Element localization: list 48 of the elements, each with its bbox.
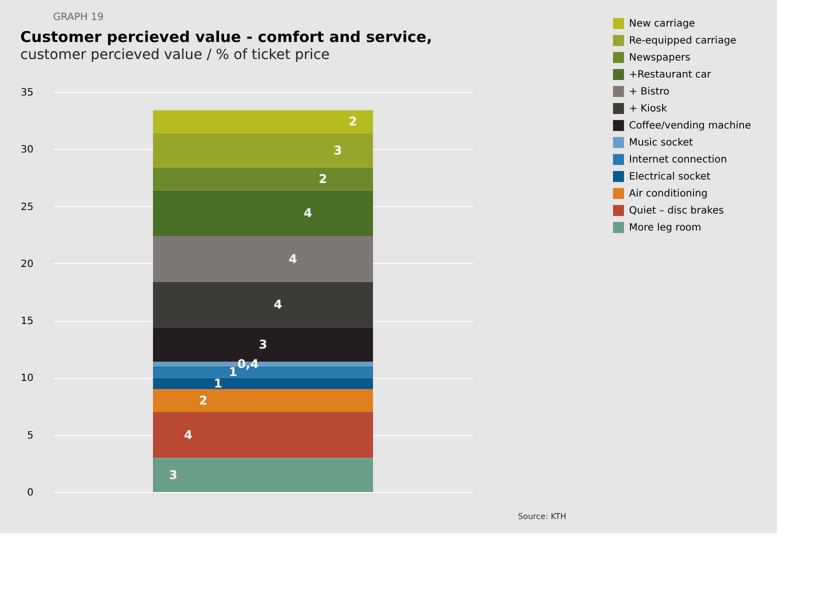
bar (153, 458, 373, 492)
bar (153, 389, 373, 412)
data-label: 4 (288, 252, 298, 266)
data-label: 1 (214, 376, 222, 390)
y-tick-label: 20 (20, 258, 34, 270)
chart-subtitle: customer percieved value / % of ticket price (20, 47, 330, 63)
data-label: 3 (334, 143, 342, 158)
y-tick-label: 15 (20, 316, 34, 328)
legend-label: Quiet – disc brakes (629, 206, 724, 216)
bar (153, 236, 373, 282)
data-label: 2 (198, 394, 208, 408)
bar (153, 110, 373, 134)
data-label: 1 (228, 365, 238, 379)
legend-label: Internet connection (629, 154, 727, 166)
data-label: 3 (258, 338, 268, 352)
caption: GRAPH 19 (53, 12, 104, 23)
legend-label: + Bistro (629, 86, 670, 98)
bar (153, 282, 373, 328)
y-tick-label: 10 (20, 373, 34, 384)
data-label: 3 (169, 468, 178, 482)
source-note: Source: KTH (518, 512, 566, 521)
data-label: 0,4 (237, 357, 259, 371)
bar (153, 190, 373, 236)
chart-title: Customer percieved value - comfort and service, (20, 28, 432, 46)
legend-label: Re-equipped carriage (629, 36, 736, 46)
data-label: 4 (304, 206, 312, 220)
legend-label: + Kiosk (629, 104, 668, 114)
legend-label: New carriage (629, 18, 696, 30)
data-label: 2 (348, 114, 357, 129)
legend-label: Coffee/vending machine (629, 120, 752, 132)
y-tick-label: 5 (27, 430, 34, 442)
y-tick-label: 30 (20, 144, 34, 156)
y-tick-label: 25 (20, 202, 34, 213)
data-label: 2 (318, 172, 328, 186)
y-tick-label: 35 (20, 88, 34, 98)
legend-label: Electrical socket (629, 172, 711, 182)
data-label: 4 (184, 428, 192, 442)
legend-label: More leg room (629, 222, 702, 234)
legend-label: +Restaurant car (629, 70, 712, 80)
legend-label: Music socket (629, 138, 694, 148)
bar (153, 412, 373, 458)
bar (153, 133, 373, 168)
data-label: 4 (274, 298, 282, 312)
bar (153, 167, 373, 190)
y-tick-label: 0 (27, 488, 34, 498)
bar (153, 378, 373, 390)
legend-label: Newspapers (629, 52, 690, 64)
legend-label: Air conditioning (629, 188, 708, 200)
